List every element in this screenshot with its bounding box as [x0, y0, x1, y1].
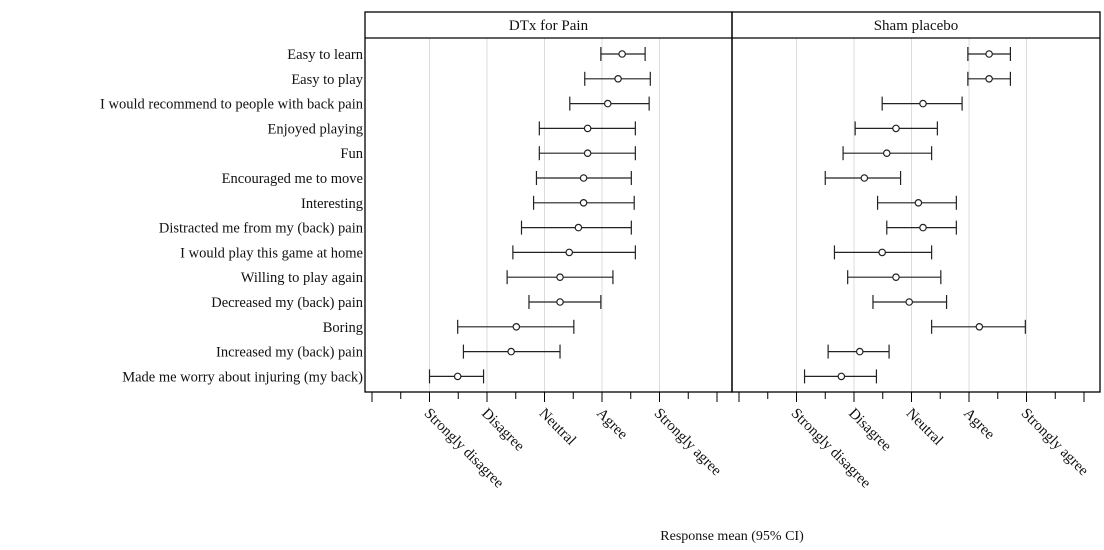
item-label: Boring: [323, 320, 363, 336]
item-label: Made me worry about injuring (my back): [122, 369, 363, 385]
panel-frame: [364, 11, 733, 393]
x-tick-label: Disagree: [845, 406, 894, 455]
mean-marker: [507, 347, 515, 356]
x-tick-label: Strongly agree: [1018, 406, 1092, 480]
error-bar: [535, 171, 632, 185]
x-tick-label: Disagree: [478, 406, 527, 455]
error-bar: [842, 146, 933, 161]
item-label: Interesting: [301, 196, 363, 212]
error-bar: [584, 71, 651, 86]
panel-title: Sham placebo: [874, 18, 959, 34]
mean-marker: [614, 75, 622, 83]
mean-marker: [583, 149, 592, 158]
mean-marker: [453, 372, 462, 381]
item-label: Enjoyed playing: [268, 121, 363, 137]
mean-marker: [878, 248, 886, 257]
error-bar: [538, 146, 636, 161]
mean-marker: [914, 199, 923, 207]
error-bar: [462, 344, 561, 359]
item-label: Increased my (back) pain: [216, 345, 364, 361]
item-label: Fun: [340, 146, 363, 162]
x-tick-label: Neutral: [903, 406, 946, 449]
mean-marker: [905, 298, 914, 306]
error-bar: [967, 71, 1012, 86]
mean-marker: [882, 149, 891, 158]
mean-marker: [574, 223, 583, 232]
mean-marker: [603, 99, 612, 108]
error-bar: [824, 171, 902, 185]
mean-marker: [919, 99, 927, 108]
x-tick-label: Agree: [960, 406, 997, 443]
mean-marker: [985, 50, 993, 58]
mean-marker: [556, 298, 564, 306]
error-bar: [827, 344, 890, 359]
mean-marker: [565, 248, 574, 257]
error-bar: [569, 96, 650, 111]
item-label: Encouraged me to move: [222, 171, 363, 187]
mean-marker: [579, 174, 588, 182]
mean-marker: [618, 50, 626, 58]
error-bar: [528, 295, 602, 309]
item-label: I would play this game at home: [180, 245, 363, 261]
mean-marker: [512, 322, 521, 331]
mean-marker: [975, 322, 984, 331]
error-bar: [506, 270, 614, 285]
mean-marker: [855, 347, 864, 356]
error-bar: [854, 121, 938, 136]
mean-marker: [860, 174, 869, 182]
mean-marker: [892, 124, 900, 133]
error-bar: [886, 220, 957, 235]
item-label: Easy to learn: [287, 47, 363, 63]
mean-marker: [583, 124, 592, 133]
error-bar: [931, 319, 1026, 334]
panel-title: DTx for Pain: [509, 18, 589, 34]
error-bar: [847, 270, 942, 285]
mean-marker: [579, 199, 588, 207]
mean-marker: [892, 273, 900, 282]
error-bar: [457, 319, 575, 334]
item-labels: Easy to learn Easy to play I would recomme…: [100, 47, 364, 385]
item-label: Willing to play again: [241, 270, 364, 286]
error-bar: [833, 245, 933, 260]
error-bar: [872, 295, 948, 309]
error-bar: [600, 47, 646, 61]
error-bar: [967, 47, 1012, 61]
x-axis-title: Response mean (95% CI): [660, 529, 804, 544]
panel-frame: [731, 11, 1101, 393]
error-bar: [428, 369, 485, 384]
error-bar: [532, 195, 635, 210]
item-label: I would recommend to people with back pa…: [100, 97, 364, 113]
error-bar: [520, 220, 632, 235]
error-bar: [881, 96, 963, 111]
x-tick-label: Strongly agree: [651, 406, 725, 480]
mean-marker: [556, 273, 564, 282]
item-label: Distracted me from my (back) pain: [159, 221, 364, 237]
mean-marker: [985, 75, 993, 83]
mean-marker: [837, 372, 846, 381]
error-bar: [876, 195, 957, 210]
item-label: Easy to play: [291, 72, 363, 88]
x-tick-label: Agree: [593, 406, 630, 443]
error-bar: [538, 121, 636, 136]
mean-marker: [919, 223, 927, 232]
error-bar: [803, 369, 878, 384]
x-tick-label: Neutral: [536, 406, 579, 449]
item-label: Decreased my (back) pain: [211, 295, 364, 311]
error-bar: [512, 245, 636, 260]
